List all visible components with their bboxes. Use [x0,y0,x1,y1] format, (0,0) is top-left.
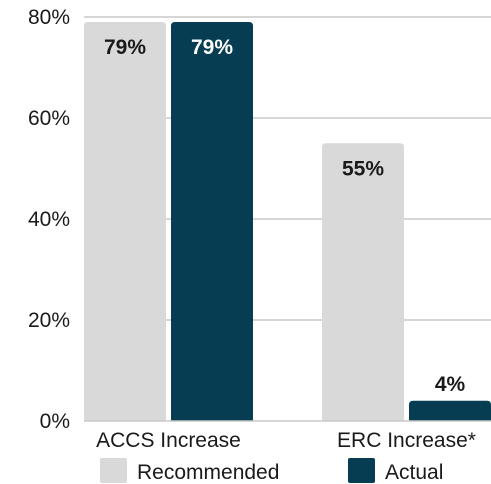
legend-label: Recommended [137,461,279,484]
x-tick-label: ACCS Increase [96,429,241,452]
legend: Recommended Actual [100,458,443,484]
x-tick-label: ERC Increase* [337,429,476,452]
data-label: 4% [435,373,466,396]
bars: 79% 55% 79% 4% [84,22,491,422]
data-label: 79% [191,36,233,59]
legend-swatch-actual [348,458,375,483]
legend-label: Actual [385,461,443,484]
y-tick-label: 0% [40,410,70,433]
data-label: 55% [342,157,384,180]
bar-actual [171,22,253,422]
legend-swatch-recommended [100,458,127,483]
data-label: 79% [104,36,146,59]
bar-recommended [84,22,166,422]
bar-recommended [322,143,404,421]
y-tick-label: 60% [28,107,70,130]
x-axis: ACCS Increase ERC Increase* [96,429,476,452]
y-tick-label: 20% [28,309,70,332]
y-tick-label: 40% [28,208,70,231]
y-axis: 0% 20% 40% 60% 80% [28,6,70,433]
y-tick-label: 80% [28,6,70,29]
bar-actual [409,400,491,421]
